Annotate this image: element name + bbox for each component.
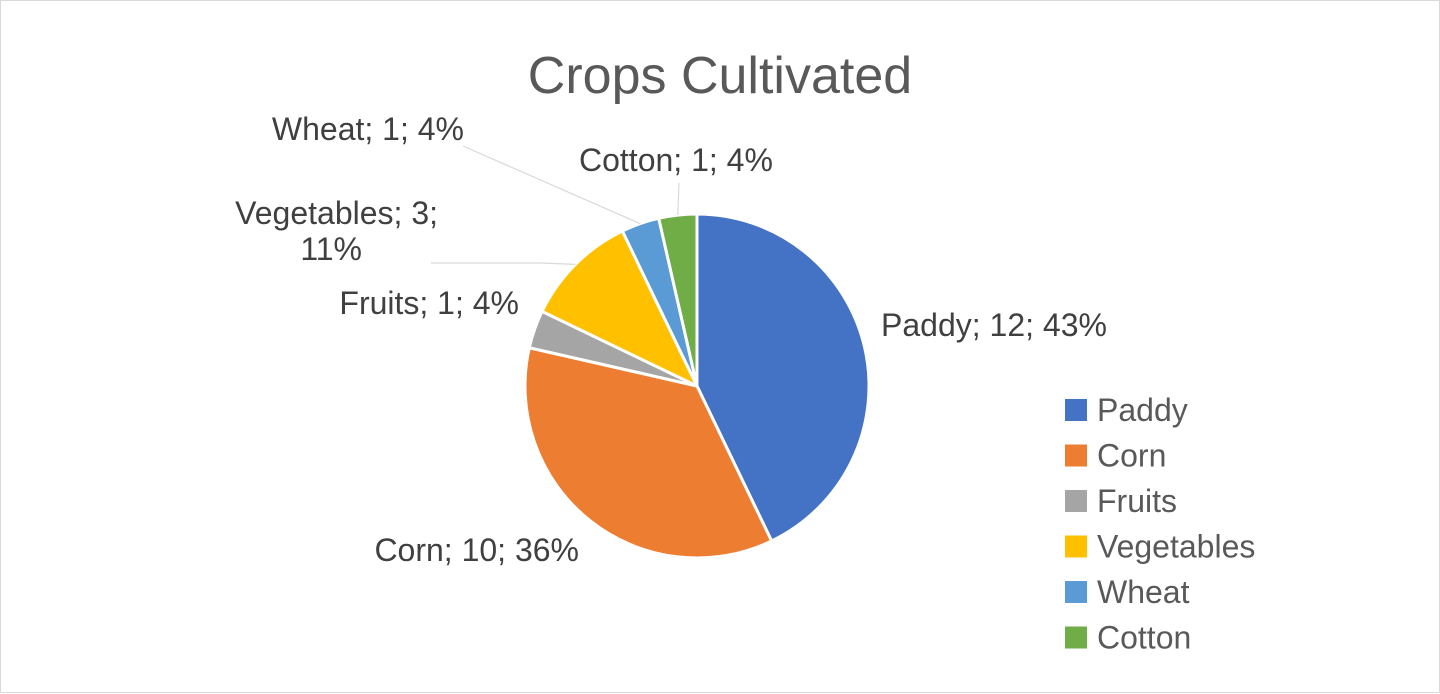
leader-line-cotton [677, 182, 680, 216]
legend-swatch-fruits [1065, 490, 1087, 512]
legend-label-paddy: Paddy [1097, 392, 1188, 428]
pie-slice-paddy [695, 212, 871, 543]
legend-label-vegetables: Vegetables [1097, 529, 1255, 565]
pie-slice-vegetables [540, 229, 699, 388]
legend-swatch-wheat [1065, 581, 1087, 603]
chart-title: Crops Cultivated [528, 47, 912, 105]
pie-slice-corn [523, 346, 774, 560]
data-label-wheat: Wheat; 1; 4% [272, 111, 464, 147]
legend-label-cotton: Cotton [1097, 620, 1191, 656]
legend-label-wheat: Wheat [1097, 574, 1190, 610]
legend-label-corn: Corn [1097, 438, 1166, 474]
data-label-corn: Corn; 10; 36% [374, 532, 579, 568]
data-label-cotton: Cotton; 1; 4% [579, 142, 773, 178]
legend-swatch-vegetables [1065, 535, 1087, 558]
data-label-vegetables: Vegetables; 3; 11% [235, 195, 438, 267]
data-label-line: 11% [300, 231, 362, 267]
data-labels: Paddy; 12; 43% Corn; 10; 36% Fruits; 1; 4%… [235, 111, 1107, 568]
legend: Paddy Corn Fruits Vegetables Wheat Cotton [1065, 392, 1255, 656]
legend-swatch-corn [1065, 444, 1087, 467]
data-label-line: Vegetables; 3; [235, 195, 438, 231]
leader-line-wheat [462, 145, 641, 225]
legend-swatch-cotton [1065, 626, 1087, 649]
leader-line-vegetables [431, 262, 576, 265]
data-label-fruits: Fruits; 1; 4% [339, 285, 519, 321]
data-label-paddy: Paddy; 12; 43% [881, 307, 1107, 343]
legend-swatch-paddy [1065, 399, 1087, 421]
pie-slices [523, 212, 871, 560]
legend-label-fruits: Fruits [1097, 483, 1177, 519]
leader-lines [431, 145, 680, 265]
